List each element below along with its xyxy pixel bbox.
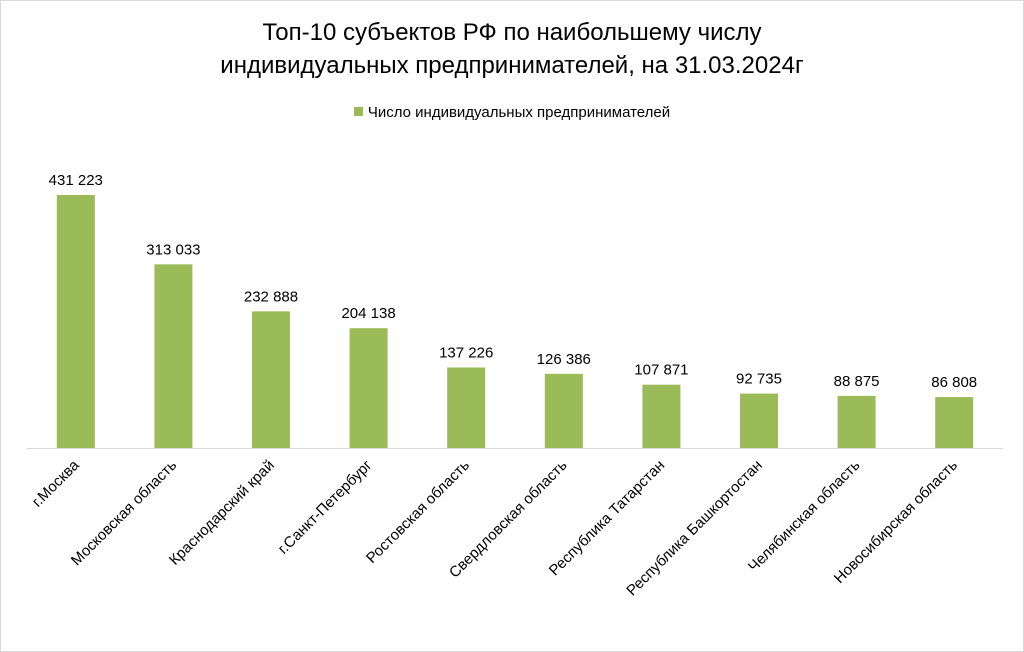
bar (447, 367, 486, 448)
x-tick-label: г.Москва (29, 456, 83, 510)
chart-legend: Число индивидуальных предпринимателей (0, 104, 1024, 121)
bar (935, 397, 974, 448)
data-label: 431 223 (49, 172, 103, 189)
x-tick-label: Московская область (68, 457, 181, 570)
data-label: 204 138 (341, 305, 395, 322)
x-tick-label: Ростовская область (363, 457, 473, 567)
x-tick-label: Челябинская область (745, 457, 864, 576)
bar (837, 395, 876, 448)
bar (56, 195, 95, 448)
data-label: 92 735 (736, 371, 782, 388)
x-tick-label: Краснодарский край (166, 457, 278, 569)
legend-label: Число индивидуальных предпринимателей (367, 104, 671, 121)
data-label: 88 875 (834, 373, 880, 390)
bar (642, 384, 681, 448)
data-label: 232 888 (244, 288, 298, 305)
bar (740, 393, 778, 448)
data-label: 137 226 (439, 344, 493, 361)
x-tick-label: г.Санкт-Петербург (275, 456, 376, 557)
data-label: 126 386 (537, 351, 591, 368)
bar (349, 328, 388, 448)
bar (252, 311, 290, 448)
data-label: 107 871 (634, 362, 688, 379)
chart-title-line-1: Топ-10 субъектов РФ по наибольшему числу (262, 19, 762, 46)
chart-title-line-2: индивидуальных предпринимателей, на 31.0… (220, 52, 804, 79)
data-label: 86 808 (931, 374, 977, 391)
bar (544, 373, 583, 448)
chart-title: Топ-10 субъектов РФ по наибольшему числу… (0, 16, 1024, 82)
bar (154, 264, 193, 448)
data-label: 313 033 (146, 241, 200, 258)
legend-swatch (353, 107, 363, 116)
